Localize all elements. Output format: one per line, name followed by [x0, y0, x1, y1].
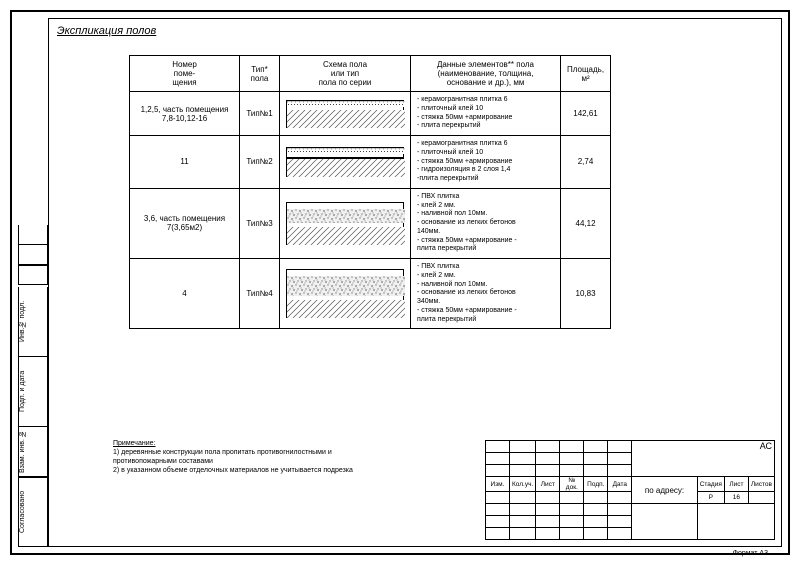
cell-scheme: [280, 136, 411, 189]
note-item: 2) в указанном объеме отделочных материа…: [113, 466, 393, 475]
table-row: 3,6, часть помещения7(3,65м2) Тип№3 - ПВ…: [130, 188, 611, 258]
cell-data: - ПВХ плитка- клей 2 мм.- наливной пол 1…: [411, 188, 561, 258]
cell-type: Тип№3: [240, 188, 280, 258]
cell-type: Тип№2: [240, 136, 280, 189]
floor-scheme: [286, 202, 404, 245]
cell-data: - ПВХ плитка- клей 2 мм.- наливной пол 1…: [411, 259, 561, 329]
page-title: Экспликация полов: [57, 25, 156, 37]
title-block-stamp: АС Изм. Кол.уч. Лист № док. Подп. Дата п…: [485, 440, 775, 540]
table-row: 1,2,5, часть помещения7,8-10,12-16 Тип№1…: [130, 92, 611, 136]
floor-scheme: [286, 100, 404, 128]
cell-type: Тип№4: [240, 259, 280, 329]
cell-area: 10,83: [561, 259, 611, 329]
stamp-address: по адресу:: [632, 477, 697, 504]
notes-heading: Примечание:: [113, 439, 393, 448]
header-area: Площадь,м²: [561, 56, 611, 92]
cell-data: - керамогранитная плитка 6- плиточный кл…: [411, 136, 561, 189]
side-label: Инв.№ подл.: [18, 287, 48, 357]
cell-room: 1,2,5, часть помещения7,8-10,12-16: [130, 92, 240, 136]
cell-area: 2,74: [561, 136, 611, 189]
header-data: Данные элементов** пола(наименование, то…: [411, 56, 561, 92]
cell-area: 142,61: [561, 92, 611, 136]
header-scheme: Схема полаили типпола по серии: [280, 56, 411, 92]
side-label: Подп. и дата: [18, 357, 48, 427]
note-item: 1) деревянные конструкции пола пропитать…: [113, 448, 393, 466]
floor-scheme: [286, 147, 404, 177]
cell-room: 3,6, часть помещения7(3,65м2): [130, 188, 240, 258]
format-label: Формат А3: [733, 550, 768, 557]
stamp-series: АС: [632, 441, 775, 477]
header-type: Тип*пола: [240, 56, 280, 92]
cell-scheme: [280, 92, 411, 136]
table-row: 11 Тип№2 - керамогранитная плитка 6- пли…: [130, 136, 611, 189]
cell-room: 4: [130, 259, 240, 329]
side-label: Взам. инв. №: [18, 427, 48, 477]
header-room: Номерпоме-щения: [130, 56, 240, 92]
cell-data: - керамогранитная плитка 6- плиточный кл…: [411, 92, 561, 136]
notes-block: Примечание: 1) деревянные конструкции по…: [113, 439, 393, 475]
cell-scheme: [280, 259, 411, 329]
side-label: Согласовано: [18, 477, 48, 547]
cell-scheme: [280, 188, 411, 258]
table-row: 4 Тип№4 - ПВХ плитка- клей 2 мм.- наливн…: [130, 259, 611, 329]
cell-type: Тип№1: [240, 92, 280, 136]
side-binding-stubs: Инв.№ подл. Подп. и дата Взам. инв. № Со…: [18, 18, 48, 547]
cell-area: 44,12: [561, 188, 611, 258]
floor-scheme: [286, 269, 404, 318]
cell-room: 11: [130, 136, 240, 189]
floor-explication-table: Номерпоме-щения Тип*пола Схема полаили т…: [129, 55, 611, 329]
